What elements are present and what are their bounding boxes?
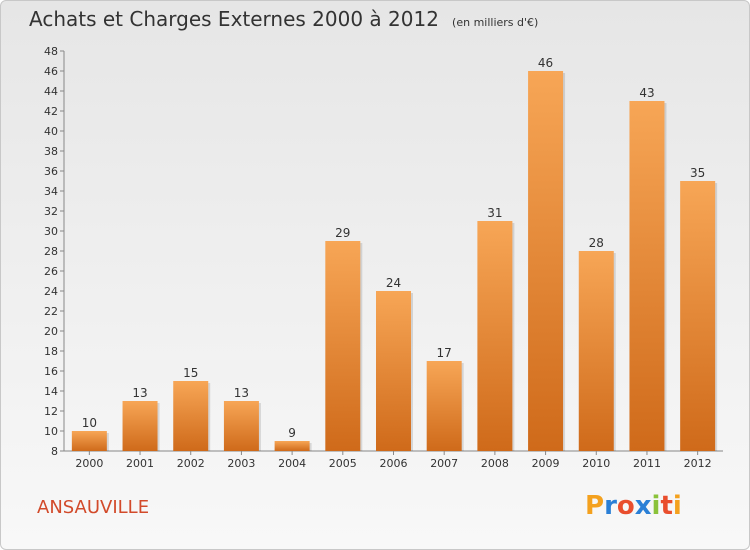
title-unit: (en milliers d'€) — [452, 16, 539, 29]
y-tick-label: 24 — [44, 285, 58, 298]
x-tick-label: 2006 — [380, 457, 408, 470]
y-tick-label: 28 — [44, 245, 58, 258]
bar-value-label: 24 — [386, 276, 401, 290]
bar-value-label: 15 — [183, 366, 198, 380]
bar — [325, 241, 361, 451]
bar-value-label: 9 — [288, 426, 296, 440]
y-tick-label: 42 — [44, 105, 58, 118]
x-tick-label: 2005 — [329, 457, 357, 470]
y-tick-label: 26 — [44, 265, 58, 278]
bar — [173, 381, 209, 451]
bar — [578, 251, 614, 451]
y-tick-label: 32 — [44, 205, 58, 218]
proxiti-logo[interactable]: Proxiti — [585, 491, 682, 521]
bar — [629, 101, 665, 451]
bar-value-label: 46 — [538, 56, 553, 70]
bar-value-label: 31 — [487, 206, 502, 220]
y-tick-label: 14 — [44, 385, 58, 398]
x-tick-label: 2000 — [75, 457, 103, 470]
logo-letter: o — [616, 491, 635, 521]
y-tick-label: 48 — [44, 45, 58, 58]
x-tick-label: 2012 — [684, 457, 712, 470]
bar — [274, 441, 310, 451]
bar — [223, 401, 259, 451]
bar — [122, 401, 158, 451]
logo-letter: i — [672, 491, 682, 521]
y-tick-label: 44 — [44, 85, 58, 98]
y-tick-label: 10 — [44, 425, 58, 438]
bar-value-label: 29 — [335, 226, 350, 240]
commune-name: ANSAUVILLE — [37, 497, 150, 518]
x-tick-label: 2008 — [481, 457, 509, 470]
x-tick-label: 2002 — [177, 457, 205, 470]
bar — [680, 181, 716, 451]
bar-value-label: 13 — [132, 386, 147, 400]
x-tick-label: 2009 — [532, 457, 560, 470]
bar — [528, 71, 564, 451]
bar — [71, 431, 107, 451]
y-tick-label: 22 — [44, 305, 58, 318]
chart-title: Achats et Charges Externes 2000 à 2012 (… — [29, 7, 538, 31]
y-tick-label: 16 — [44, 365, 58, 378]
y-tick-label: 40 — [44, 125, 58, 138]
y-tick-label: 46 — [44, 65, 58, 78]
x-tick-label: 2003 — [227, 457, 255, 470]
y-tick-label: 12 — [44, 405, 58, 418]
y-tick-label: 36 — [44, 165, 58, 178]
x-tick-label: 2001 — [126, 457, 154, 470]
x-tick-label: 2010 — [582, 457, 610, 470]
bar — [376, 291, 411, 451]
bar-value-label: 10 — [82, 416, 97, 430]
logo-letter: t — [660, 491, 673, 521]
logo-letter: P — [585, 491, 605, 521]
y-tick-label: 8 — [51, 445, 58, 458]
y-tick-label: 34 — [44, 185, 58, 198]
y-tick-label: 20 — [44, 325, 58, 338]
logo-letter: x — [634, 491, 652, 521]
bar-value-label: 43 — [639, 86, 654, 100]
x-tick-label: 2011 — [633, 457, 661, 470]
bar — [477, 221, 513, 451]
x-tick-label: 2007 — [430, 457, 458, 470]
bar-value-label: 13 — [234, 386, 249, 400]
bar-value-label: 17 — [437, 346, 452, 360]
x-tick-label: 2004 — [278, 457, 306, 470]
title-main: Achats et Charges Externes 2000 à 2012 — [29, 7, 439, 31]
bar-value-label: 35 — [690, 166, 705, 180]
logo-letter: i — [651, 491, 661, 521]
y-tick-label: 18 — [44, 345, 58, 358]
bar-value-label: 28 — [589, 236, 604, 250]
bar — [426, 361, 462, 451]
y-tick-label: 30 — [44, 225, 58, 238]
y-tick-label: 38 — [44, 145, 58, 158]
logo-letter: r — [604, 491, 617, 521]
